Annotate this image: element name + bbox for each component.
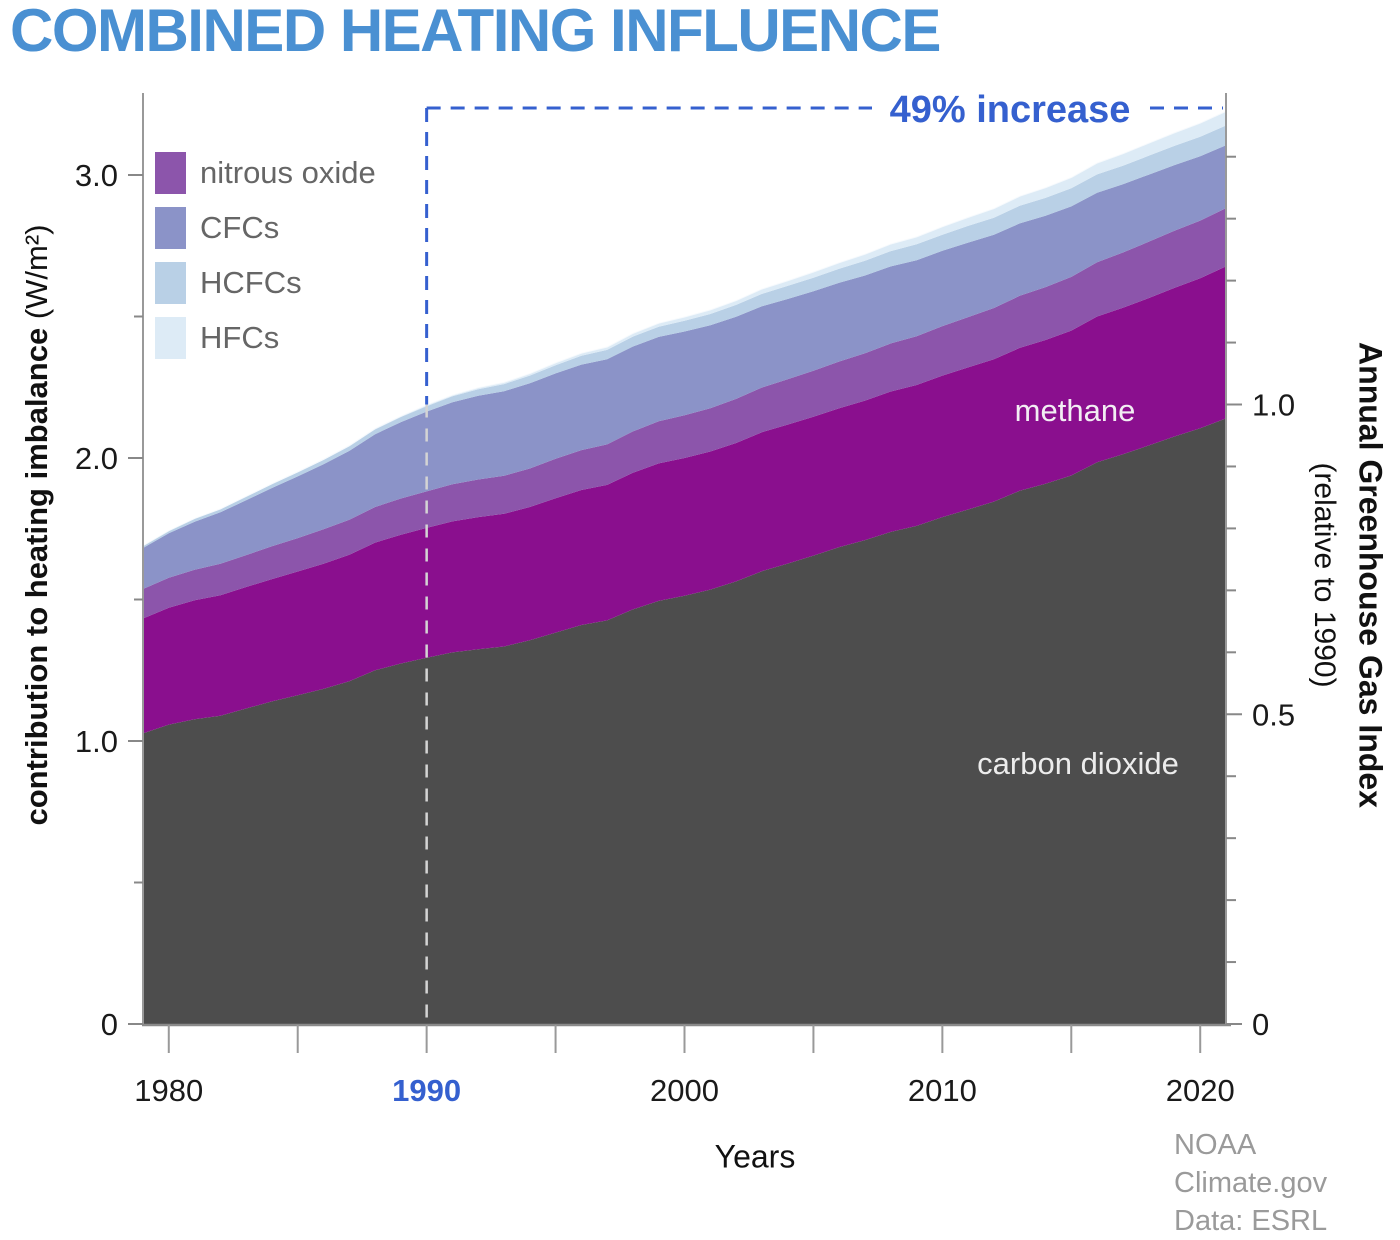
area-nitrous-oxide	[143, 208, 1226, 619]
area-HCFCs	[143, 125, 1226, 548]
area-label-methane: methane	[1015, 393, 1136, 428]
right-axis-title: Annual Greenhouse Gas Index	[1352, 342, 1389, 808]
legend-swatch	[155, 317, 186, 359]
x-tick-label-1990: 1990	[392, 1073, 461, 1108]
stacked-areas	[142, 109, 1227, 1026]
x-tick-label-2020: 2020	[1166, 1073, 1235, 1108]
legend-label: CFCs	[200, 210, 280, 245]
area-label-carbon-dioxide: carbon dioxide	[977, 746, 1179, 781]
right-tick-label: 1.0	[1252, 388, 1295, 423]
legend: nitrous oxide CFCs HCFCs HFCs	[155, 152, 376, 372]
x-tick-label-1980: 1980	[134, 1073, 203, 1108]
chart-canvas: COMBINED HEATING INFLUENCE 0 1.0 2.0 3.0 0 0.…	[10, 0, 1389, 1237]
x-tick-label-2000: 2000	[650, 1073, 719, 1108]
attribution-source: NOAA Climate.gov	[1174, 1129, 1328, 1199]
page-title: COMBINED HEATING INFLUENCE	[10, 0, 941, 64]
dashed-guides	[425, 106, 1223, 1023]
tick-labels: 0 1.0 2.0 3.0 0 0.5 1.0 1980 1990 2000 2010 2020	[75, 158, 1295, 1108]
legend-swatch	[155, 207, 186, 249]
area-methane	[143, 266, 1226, 734]
attribution-data: Data: ESRL	[1174, 1205, 1328, 1237]
axes	[128, 93, 1242, 1053]
increase-annotation-label: 49% increase	[890, 89, 1131, 131]
x-axis-title: Years	[714, 1138, 796, 1175]
right-tick-label: 0	[1252, 1007, 1269, 1042]
area-carbon-dioxide	[143, 418, 1226, 1026]
left-tick-label: 2.0	[75, 441, 118, 476]
legend-item: HFCs	[155, 317, 376, 359]
legend-label: HFCs	[200, 320, 280, 355]
left-tick-label: 1.0	[75, 724, 118, 759]
legend-item: nitrous oxide	[155, 152, 376, 194]
aggi-stacked-area-chart: 0 1.0 2.0 3.0 0 0.5 1.0 1980 1990 2000 2010 2020 49…	[75, 89, 1295, 1108]
right-tick-label: 0.5	[1252, 697, 1295, 732]
legend-label: nitrous oxide	[200, 155, 376, 190]
legend-label: HCFCs	[200, 265, 302, 300]
left-axis-title: contribution to heating imbalance (W/m²)	[19, 224, 55, 825]
stack-top-edge	[142, 109, 1227, 547]
area-CFCs	[143, 145, 1226, 590]
left-axis-title-unit: (W/m²)	[19, 224, 54, 320]
legend-item: CFCs	[155, 207, 376, 249]
right-axis-subtitle: (relative to 1990)	[1308, 462, 1341, 688]
legend-swatch	[155, 152, 186, 194]
legend-swatch	[155, 262, 186, 304]
x-tick-label-2010: 2010	[908, 1073, 977, 1108]
left-axis-title-text: contribution to heating imbalance	[19, 327, 54, 826]
legend-item: HCFCs	[155, 262, 376, 304]
attribution: NOAA Climate.gov Data: ESRL	[1174, 1126, 1400, 1240]
left-tick-label: 0	[101, 1007, 118, 1042]
left-tick-label: 3.0	[75, 158, 118, 193]
